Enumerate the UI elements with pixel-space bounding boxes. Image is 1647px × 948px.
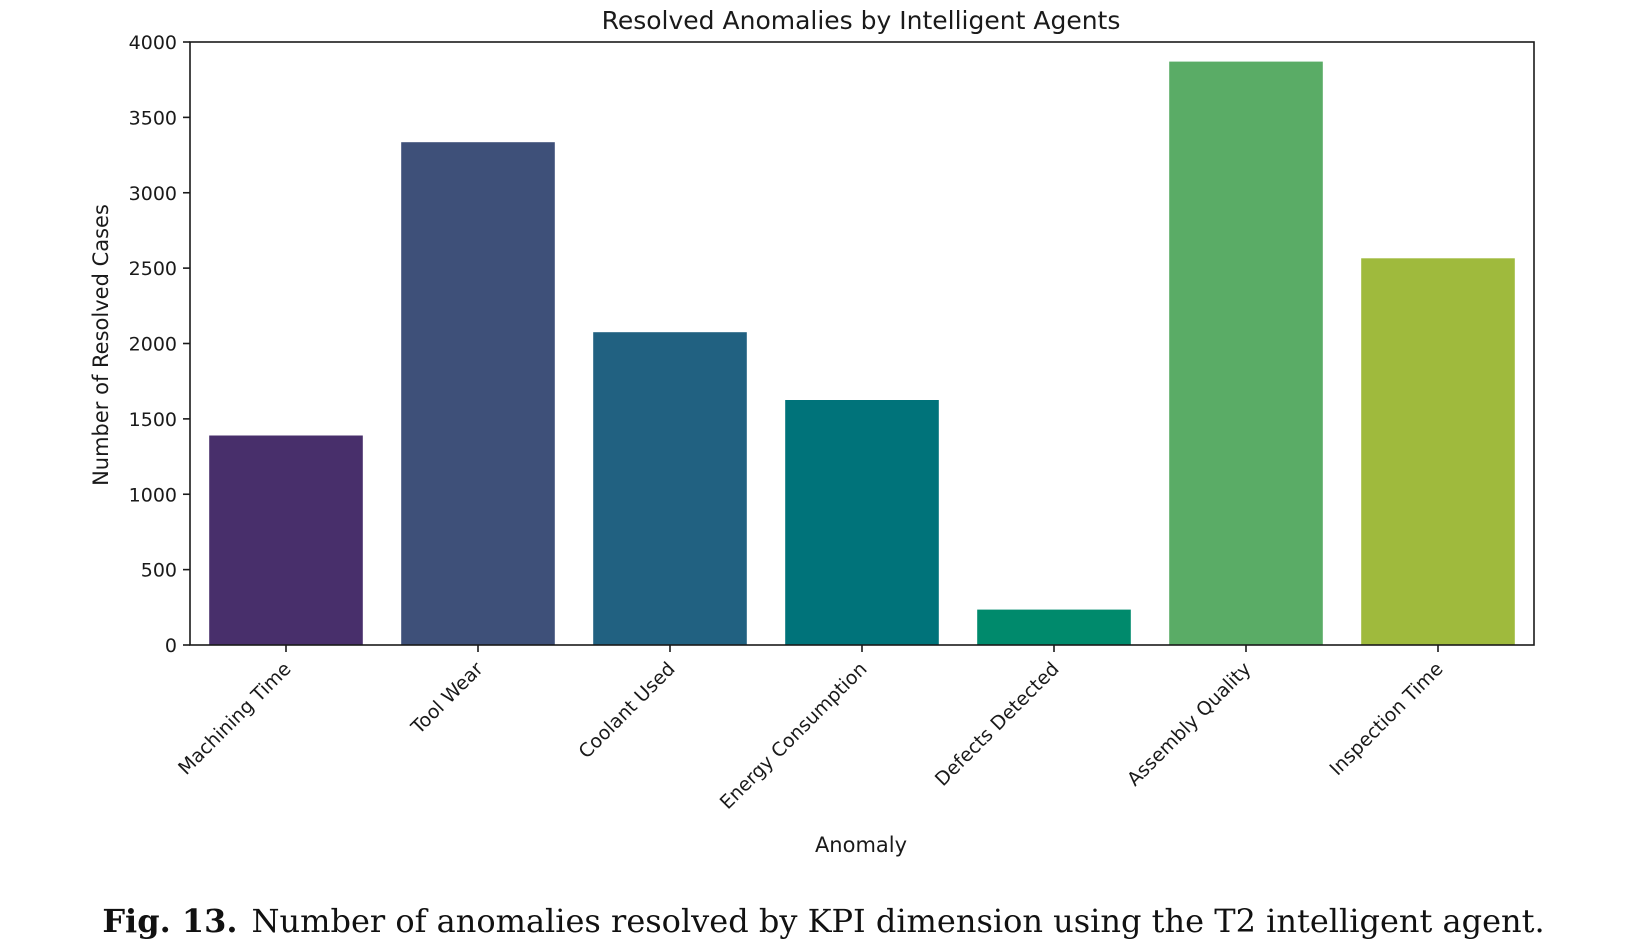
bar-machining-time [209,435,363,645]
x-tick-label: Defects Detected [931,658,1064,791]
bar-tool-wear [401,142,555,645]
x-tick-label: Assembly Quality [1123,658,1256,791]
bar-chart: Resolved Anomalies by Intelligent Agents… [89,6,1535,857]
bar-defects-detected [977,609,1131,645]
figure-label: Fig. 13. [102,902,238,940]
y-axis-label: Number of Resolved Cases [89,204,113,486]
x-tick-label: Inspection Time [1325,658,1447,780]
x-tick-label: Coolant Used [575,658,680,763]
y-tick-label: 500 [141,560,177,582]
bar-inspection-time [1361,258,1515,645]
bar-energy-consumption [785,400,939,645]
x-tick-label: Tool Wear [406,658,487,739]
y-tick-label: 3500 [129,107,177,129]
bar-coolant-used [593,332,747,645]
y-tick-label: 1500 [129,409,177,431]
bar-assembly-quality [1169,61,1323,646]
chart-title: Resolved Anomalies by Intelligent Agents [602,6,1121,35]
y-tick-label: 4000 [129,32,177,54]
plot-area: 0 500 1000 1500 2000 2500 3000 3500 4000 Machinin… [129,32,1535,814]
y-tick-label: 2000 [129,334,177,356]
y-tick-label: 2500 [129,258,177,280]
x-tick-label: Machining Time [174,658,295,779]
y-tick-label: 0 [165,635,177,657]
y-tick-label: 3000 [129,183,177,205]
y-tick-label: 1000 [129,484,177,506]
figure-caption-text: Number of anomalies resolved by KPI dime… [251,902,1545,940]
figure-caption: Fig. 13. Number of anomalies resolved by … [0,902,1647,940]
x-axis-label: Anomaly [815,833,907,857]
x-tick-label: Energy Consumption [716,658,872,814]
